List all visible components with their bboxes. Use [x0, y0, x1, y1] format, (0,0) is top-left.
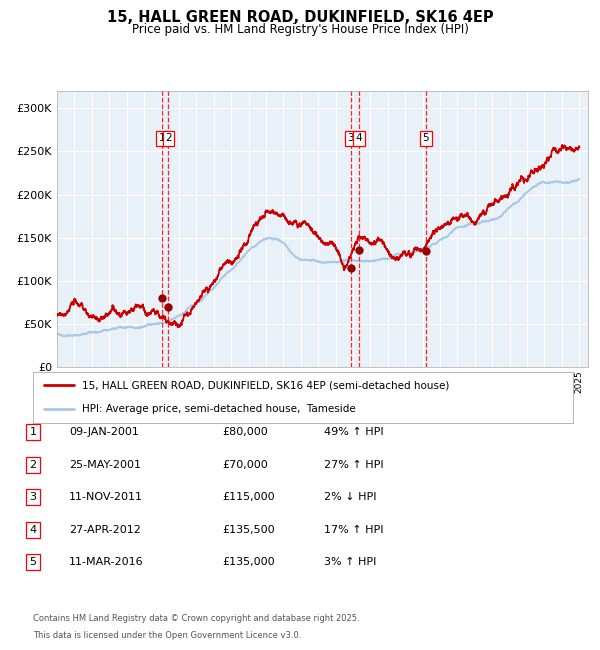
- Text: £135,000: £135,000: [222, 557, 275, 567]
- Text: 3: 3: [347, 133, 354, 144]
- Text: 5: 5: [29, 557, 37, 567]
- Text: £80,000: £80,000: [222, 427, 268, 437]
- Text: 17% ↑ HPI: 17% ↑ HPI: [324, 525, 383, 535]
- Text: 11-NOV-2011: 11-NOV-2011: [69, 492, 143, 502]
- Text: £135,500: £135,500: [222, 525, 275, 535]
- Text: 2: 2: [29, 460, 37, 470]
- Text: Contains HM Land Registry data © Crown copyright and database right 2025.: Contains HM Land Registry data © Crown c…: [33, 614, 359, 623]
- Text: 09-JAN-2001: 09-JAN-2001: [69, 427, 139, 437]
- Text: 3: 3: [29, 492, 37, 502]
- Text: 4: 4: [355, 133, 362, 144]
- Text: 4: 4: [29, 525, 37, 535]
- Text: This data is licensed under the Open Government Licence v3.0.: This data is licensed under the Open Gov…: [33, 631, 301, 640]
- Text: 2% ↓ HPI: 2% ↓ HPI: [324, 492, 377, 502]
- Text: 3% ↑ HPI: 3% ↑ HPI: [324, 557, 376, 567]
- Text: Price paid vs. HM Land Registry's House Price Index (HPI): Price paid vs. HM Land Registry's House …: [131, 23, 469, 36]
- Text: 2: 2: [165, 133, 172, 144]
- Text: 1: 1: [158, 133, 165, 144]
- Text: 49% ↑ HPI: 49% ↑ HPI: [324, 427, 383, 437]
- Text: 1: 1: [29, 427, 37, 437]
- Text: HPI: Average price, semi-detached house,  Tameside: HPI: Average price, semi-detached house,…: [82, 404, 355, 414]
- Text: £115,000: £115,000: [222, 492, 275, 502]
- Text: 5: 5: [422, 133, 429, 144]
- Text: 27% ↑ HPI: 27% ↑ HPI: [324, 460, 383, 470]
- Text: £70,000: £70,000: [222, 460, 268, 470]
- Text: 27-APR-2012: 27-APR-2012: [69, 525, 141, 535]
- Text: 15, HALL GREEN ROAD, DUKINFIELD, SK16 4EP (semi-detached house): 15, HALL GREEN ROAD, DUKINFIELD, SK16 4E…: [82, 380, 449, 391]
- Text: 11-MAR-2016: 11-MAR-2016: [69, 557, 143, 567]
- Text: 25-MAY-2001: 25-MAY-2001: [69, 460, 141, 470]
- Text: 15, HALL GREEN ROAD, DUKINFIELD, SK16 4EP: 15, HALL GREEN ROAD, DUKINFIELD, SK16 4E…: [107, 10, 493, 25]
